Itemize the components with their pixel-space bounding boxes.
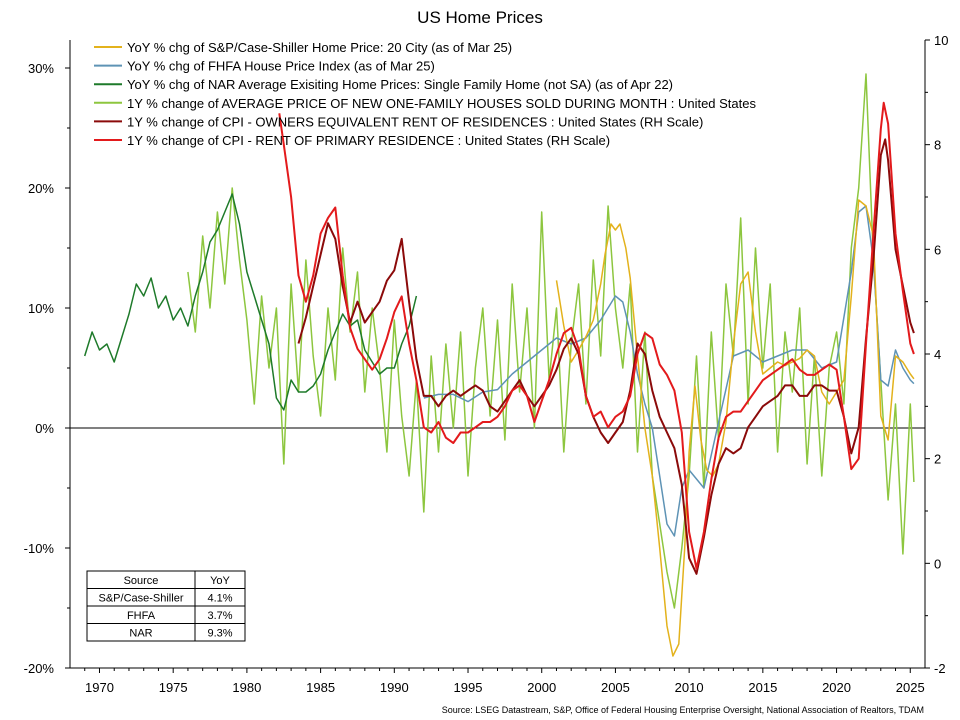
x-tick-label: 2000 [527,680,556,695]
x-tick-label: 1970 [85,680,114,695]
legend-label: 1Y % change of CPI - RENT OF PRIMARY RES… [127,133,610,148]
series-line-2 [83,193,418,411]
x-tick-label: 1990 [380,680,409,695]
table-cell: 4.1% [207,593,232,605]
series-layer [83,73,915,657]
y-left-tick-label: -10% [24,541,55,556]
y-left-tick-label: 10% [28,301,54,316]
y-right-tick-label: 0 [934,556,941,571]
x-tick-label: 2005 [601,680,630,695]
legend-label: YoY % chg of S&P/Case-Shiller Home Price… [127,40,512,55]
legend-label: 1Y % change of CPI - OWNERS EQUIVALENT R… [127,114,703,129]
table-cell: 3.7% [207,610,232,622]
y-right-tick-label: 10 [934,33,948,48]
table-cell: S&P/Case-Shiller [99,593,184,605]
table-cell: NAR [129,628,152,640]
series-line-5 [278,101,915,570]
series-line-3 [187,73,915,609]
chart-title: US Home Prices [417,8,543,27]
x-tick-label: 2020 [822,680,851,695]
summary-table: Source YoY S&P/Case-Shiller 4.1% FHFA 3.7% NAR… [86,570,246,642]
table-cell: 9.3% [207,628,232,640]
table-cell: FHFA [127,610,156,622]
y-right-tick-label: 2 [934,452,941,467]
legend-label: 1Y % change of AVERAGE PRICE OF NEW ONE-… [127,96,756,111]
table-header-cell: Source [124,575,159,587]
x-tick-label: 2025 [896,680,925,695]
x-tick-label: 1995 [454,680,483,695]
y-left-tick-label: -20% [24,661,55,676]
legend: YoY % chg of S&P/Case-Shiller Home Price… [94,40,756,148]
x-tick-label: 2010 [675,680,704,695]
series-line-4 [297,138,915,575]
series-line-0 [555,199,915,657]
x-tick-label: 1985 [306,680,335,695]
table-header-cell: YoY [210,575,230,587]
y-right-tick-label: 6 [934,242,941,257]
y-left-tick-label: 0% [35,421,54,436]
legend-label: YoY % chg of FHFA House Price Index (as … [127,59,435,74]
axes: 1970 1975 1980 1985 1990 1995 2000 2005 2010 2015… [24,33,949,695]
series-line-1 [423,205,915,537]
source-note: Source: LSEG Datastream, S&P, Office of … [442,705,924,715]
legend-label: YoY % chg of NAR Average Exisiting Home … [127,77,673,92]
x-tick-label: 2015 [748,680,777,695]
y-right-tick-label: -2 [934,661,946,676]
x-tick-label: 1975 [159,680,188,695]
y-right-tick-label: 8 [934,138,941,153]
y-left-tick-label: 30% [28,61,54,76]
x-tick-label: 1980 [232,680,261,695]
y-left-tick-label: 20% [28,181,54,196]
y-right-tick-label: 4 [934,347,941,362]
